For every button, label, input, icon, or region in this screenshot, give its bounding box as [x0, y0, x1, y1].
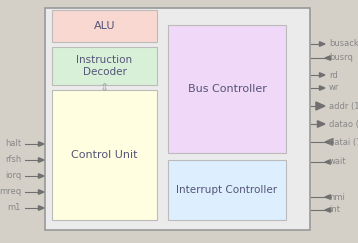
FancyArrow shape: [325, 56, 330, 60]
Bar: [168, 25, 286, 153]
FancyArrow shape: [38, 158, 44, 162]
FancyArrow shape: [325, 160, 330, 164]
Text: datai (7:0): datai (7:0): [329, 138, 358, 147]
FancyArrow shape: [316, 102, 325, 110]
FancyArrow shape: [319, 86, 325, 90]
FancyArrow shape: [319, 73, 325, 77]
Text: wr: wr: [329, 84, 339, 93]
Text: Control Unit: Control Unit: [71, 150, 138, 160]
Text: addr (15:0): addr (15:0): [329, 102, 358, 111]
FancyArrow shape: [319, 42, 325, 46]
FancyArrow shape: [38, 206, 44, 210]
Text: int: int: [329, 206, 340, 215]
FancyArrow shape: [38, 142, 44, 146]
Bar: [45, 8, 310, 230]
Text: Interrupt Controller: Interrupt Controller: [176, 185, 277, 195]
Text: m1: m1: [8, 203, 21, 212]
Text: wait: wait: [329, 157, 347, 166]
Text: ⇕: ⇕: [99, 83, 109, 93]
Text: busack: busack: [329, 40, 358, 49]
FancyArrow shape: [318, 121, 325, 127]
FancyArrow shape: [38, 190, 44, 194]
Bar: [52, 10, 157, 42]
Text: datao (7:0): datao (7:0): [329, 120, 358, 129]
Bar: [52, 90, 157, 220]
Text: iorq: iorq: [5, 172, 21, 181]
Text: Instruction
Decoder: Instruction Decoder: [77, 55, 132, 77]
FancyArrow shape: [325, 139, 333, 145]
FancyArrow shape: [325, 195, 330, 199]
Bar: [52, 47, 157, 85]
Text: mreq: mreq: [0, 188, 21, 197]
Text: nmi: nmi: [329, 192, 345, 201]
Text: Bus Controller: Bus Controller: [188, 84, 266, 94]
Text: ALU: ALU: [94, 21, 115, 31]
FancyArrow shape: [325, 208, 330, 212]
Text: rfsh: rfsh: [5, 156, 21, 165]
Bar: [168, 160, 286, 220]
Text: busrq: busrq: [329, 53, 353, 62]
Text: halt: halt: [5, 139, 21, 148]
FancyArrow shape: [38, 174, 44, 178]
Text: rd: rd: [329, 70, 338, 79]
